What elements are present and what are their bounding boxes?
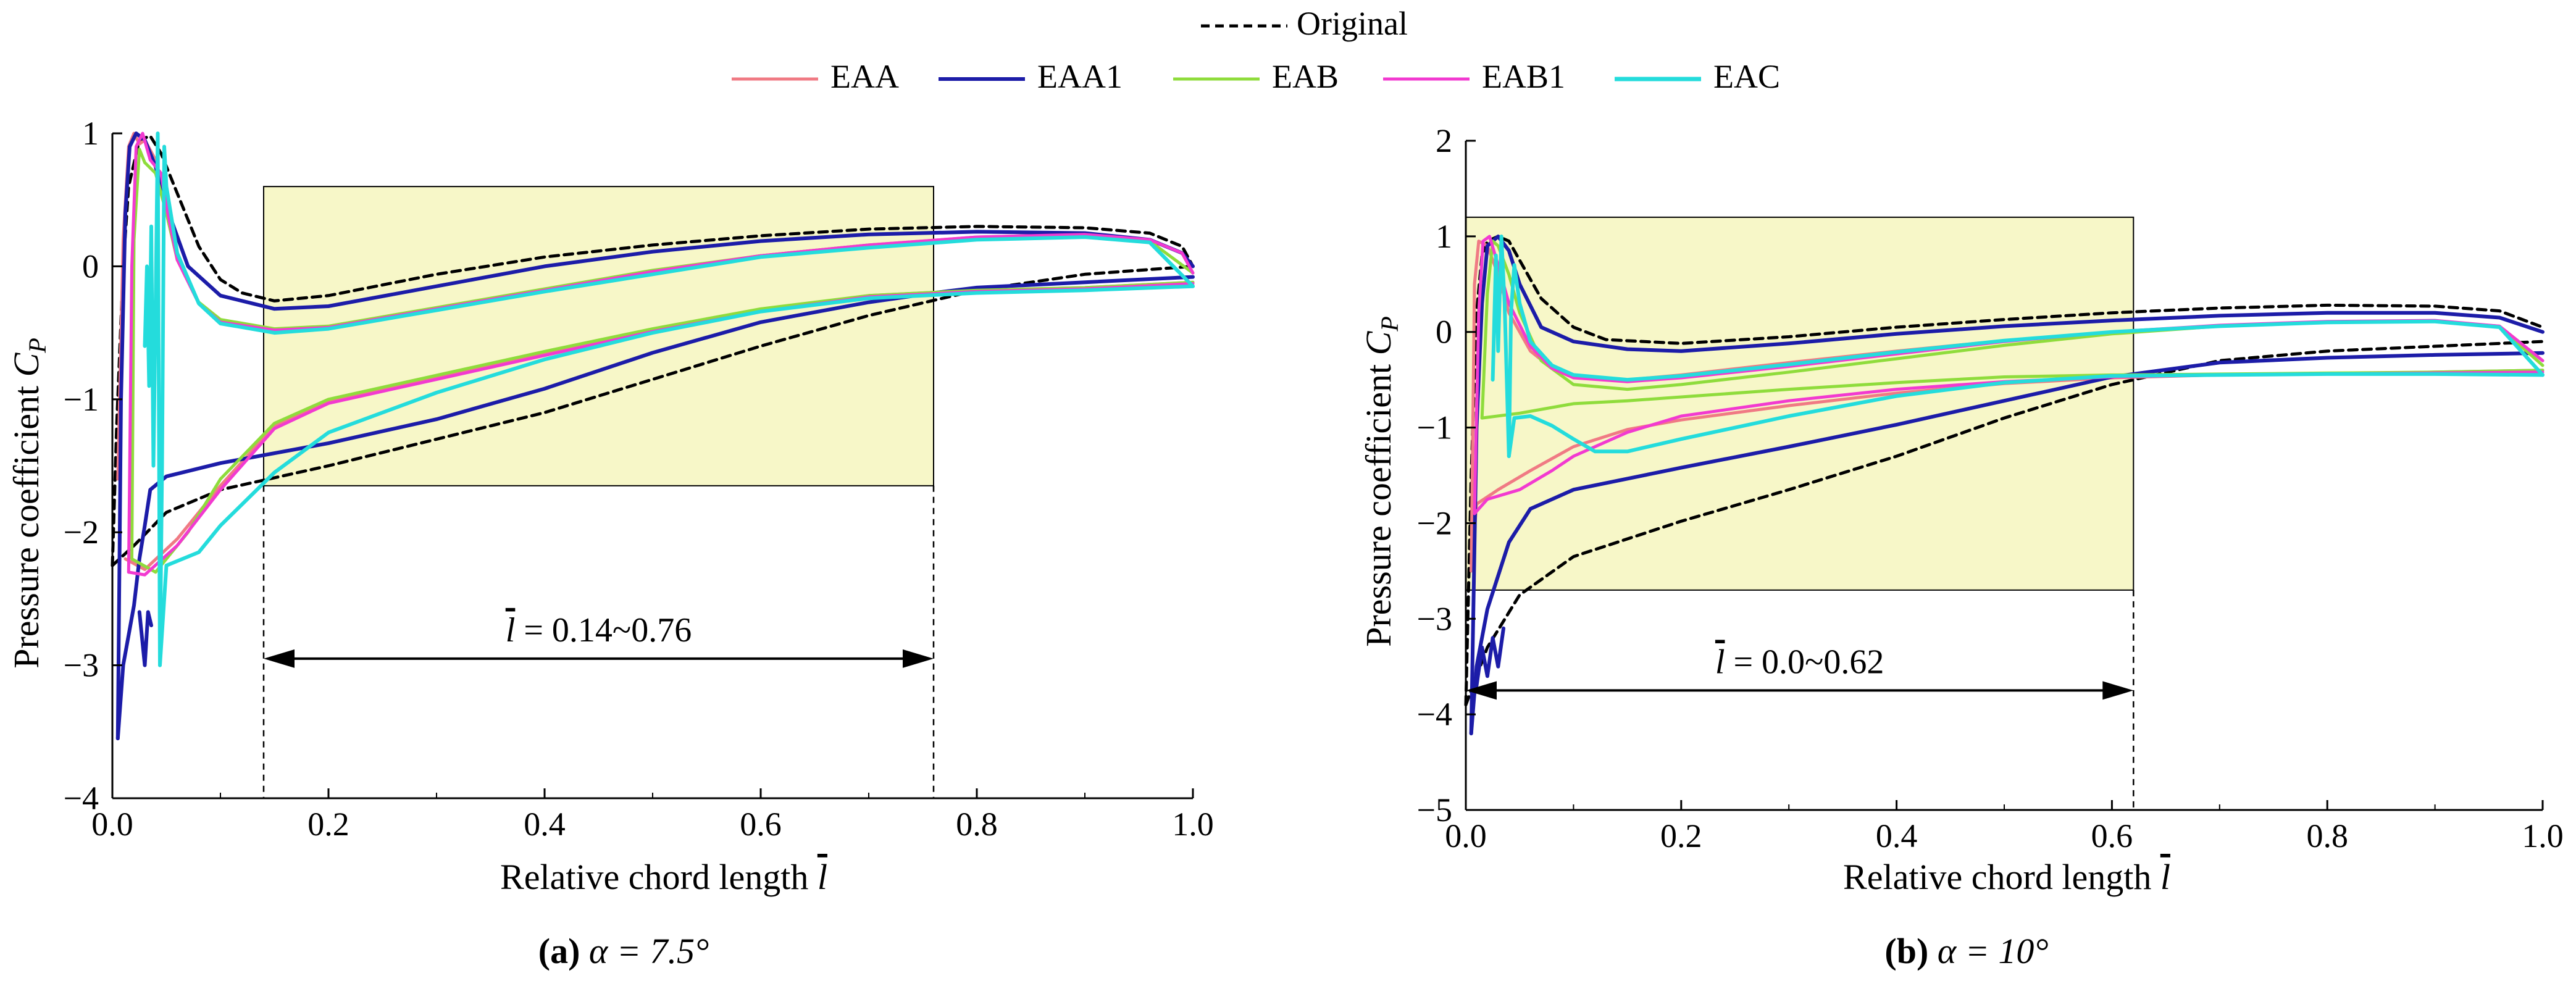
y-tick-label-b-0: −5 bbox=[1417, 791, 1452, 828]
legend-label-eaa: EAA bbox=[830, 58, 899, 95]
x-tick-label-b-3: 0.6 bbox=[2091, 817, 2133, 854]
y-axis-label-a: Pressure coefficient CP bbox=[6, 338, 51, 669]
range-arrowhead-right-b bbox=[2102, 681, 2134, 700]
y-tick-label-a-0: −4 bbox=[64, 780, 99, 817]
series-line-eaa1-b-1 bbox=[1469, 351, 2545, 736]
legend-label-eac: EAC bbox=[1713, 58, 1780, 95]
x-tick-label-b-4: 0.8 bbox=[2306, 817, 2348, 854]
legend-label-eaa1: EAA1 bbox=[1037, 58, 1123, 95]
series-line-original-b-1 bbox=[1464, 340, 2545, 707]
y-tick-label-b-4: −1 bbox=[1417, 409, 1452, 446]
y-tick-label-a-1: −3 bbox=[64, 647, 99, 684]
x-tick-label-a-2: 0.4 bbox=[524, 806, 566, 843]
series-group-a bbox=[111, 131, 1195, 741]
y-tick-label-a-3: −1 bbox=[64, 381, 99, 418]
x-tick-label-b-0: 0.0 bbox=[1445, 817, 1487, 854]
range-arrowhead-right-a bbox=[903, 649, 934, 668]
series-line-eaa1-b-0 bbox=[1469, 234, 2545, 736]
y-tick-label-a-2: −2 bbox=[64, 514, 99, 551]
x-tick-label-a-3: 0.6 bbox=[740, 806, 782, 843]
x-tick-label-a-1: 0.2 bbox=[307, 806, 349, 843]
series-line-eaa1-b-2 bbox=[1474, 626, 1505, 688]
x-tick-label-a-0: 0.0 bbox=[91, 806, 133, 843]
chart-panel-b: 0.0 0.2 0.4 0.6 0.8 1.0 −5 −4 −3 −2 −1 0 1 2 l = 0.0~… bbox=[1358, 122, 2564, 971]
series-line-eac-a-1 bbox=[158, 284, 1195, 667]
series-line-eab1-a-0 bbox=[127, 131, 1195, 574]
y-tick-label-b-5: 0 bbox=[1436, 314, 1452, 351]
y-tick-label-a-5: 1 bbox=[82, 115, 99, 152]
series-line-eaa1-a-0 bbox=[115, 131, 1195, 741]
x-axis-label-b: Relative chord length l bbox=[1843, 857, 2170, 897]
x-tick-label-a-4: 0.8 bbox=[956, 806, 998, 843]
x-tick-label-a-5: 1.0 bbox=[1172, 806, 1214, 843]
y-tick-label-a-4: 0 bbox=[82, 248, 99, 285]
range-label-b: l = 0.0~0.62 bbox=[1715, 643, 1884, 681]
x-tick-label-b-5: 1.0 bbox=[2522, 817, 2564, 854]
chart-panel-a: 0.0 0.2 0.4 0.6 0.8 1.0 −4 −3 −2 −1 0 1 l = 0.14~0.… bbox=[6, 115, 1214, 971]
y-tick-label-b-2: −3 bbox=[1417, 600, 1452, 637]
y-tick-label-b-1: −4 bbox=[1417, 696, 1452, 733]
series-line-eac-b-0 bbox=[1491, 234, 2545, 458]
legend-label-eab1: EAB1 bbox=[1482, 58, 1565, 95]
range-arrowhead-left-a bbox=[264, 649, 295, 668]
y-axis-label-b: Pressure coefficient CP bbox=[1358, 316, 1403, 647]
series-group-b bbox=[1464, 234, 2545, 736]
series-line-eac-a-0 bbox=[143, 131, 1195, 667]
panel-caption-a: (a) α = 7.5° bbox=[538, 931, 709, 971]
series-line-eaa1-a-2 bbox=[137, 610, 153, 667]
y-tick-label-b-6: 1 bbox=[1436, 218, 1452, 255]
y-tick-label-b-3: −2 bbox=[1417, 504, 1452, 541]
x-tick-label-b-2: 0.4 bbox=[1876, 817, 1918, 854]
range-arrowhead-left-b bbox=[1466, 681, 1497, 700]
panel-caption-b: (b) α = 10° bbox=[1884, 931, 2048, 971]
x-tick-label-b-1: 0.2 bbox=[1660, 817, 1702, 854]
legend-label-eab: EAB bbox=[1272, 58, 1339, 95]
x-axis-label-a: Relative chord length l bbox=[500, 857, 827, 897]
legend-label-original: Original bbox=[1297, 5, 1408, 42]
range-label-a: l = 0.14~0.76 bbox=[506, 611, 692, 649]
y-tick-label-b-7: 2 bbox=[1436, 122, 1452, 159]
series-line-eac-b-1 bbox=[1507, 372, 2545, 458]
legend: Original EAA EAA1 EAB EAB1 EAC bbox=[732, 5, 1780, 95]
